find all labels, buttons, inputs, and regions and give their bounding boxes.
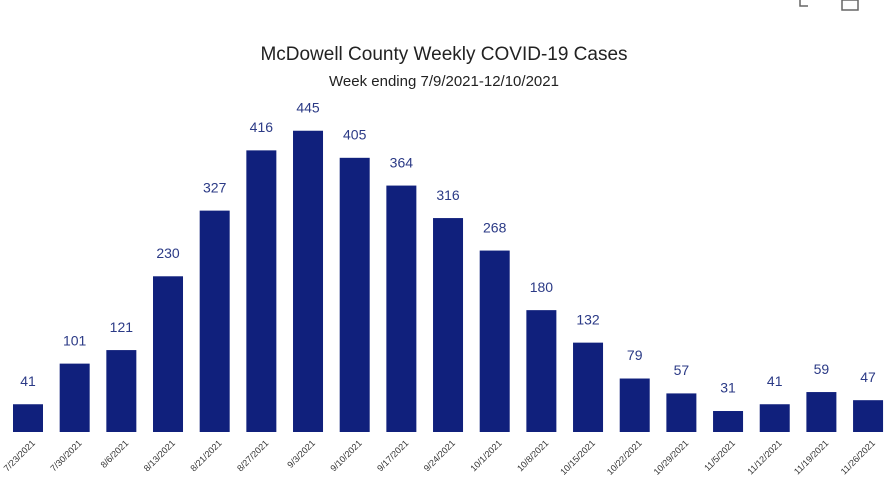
bar <box>573 342 604 432</box>
value-label: 416 <box>250 119 274 135</box>
value-label: 41 <box>767 373 783 389</box>
value-label: 121 <box>110 319 134 335</box>
value-label: 57 <box>674 362 690 378</box>
bar <box>806 392 837 432</box>
value-label: 230 <box>156 245 180 261</box>
bar <box>293 130 324 433</box>
value-label: 327 <box>203 179 227 195</box>
bar <box>106 350 137 432</box>
bar <box>759 404 790 432</box>
value-label: 316 <box>436 187 460 203</box>
bar <box>199 210 230 432</box>
value-label: 364 <box>390 154 414 170</box>
bar <box>666 393 697 432</box>
bar <box>853 400 884 432</box>
bar <box>479 250 510 432</box>
value-label: 132 <box>576 311 600 327</box>
value-label: 268 <box>483 219 507 235</box>
icon[interactable] <box>841 0 859 11</box>
value-label: 101 <box>63 332 87 348</box>
value-label: 445 <box>296 99 320 115</box>
bar <box>13 404 43 432</box>
chart-subtitle: Week ending 7/9/2021-12/10/2021 <box>329 73 559 90</box>
toolbar-icons <box>799 0 859 11</box>
chart-title: McDowell County Weekly COVID-19 Cases <box>260 44 627 65</box>
bar <box>339 157 370 432</box>
value-label: 405 <box>343 127 367 143</box>
value-label: 79 <box>627 347 643 363</box>
value-label: 59 <box>814 361 830 377</box>
bar <box>153 276 184 432</box>
value-label: 47 <box>860 369 876 385</box>
bar <box>59 363 90 432</box>
value-label: 41 <box>20 373 36 389</box>
bar <box>526 310 557 432</box>
bar <box>246 150 277 433</box>
icon[interactable] <box>799 0 808 7</box>
bar <box>433 218 464 432</box>
bar <box>713 411 744 432</box>
value-label: 31 <box>720 380 736 396</box>
bar <box>386 185 417 432</box>
value-label: 180 <box>530 279 554 295</box>
bar <box>619 378 650 432</box>
